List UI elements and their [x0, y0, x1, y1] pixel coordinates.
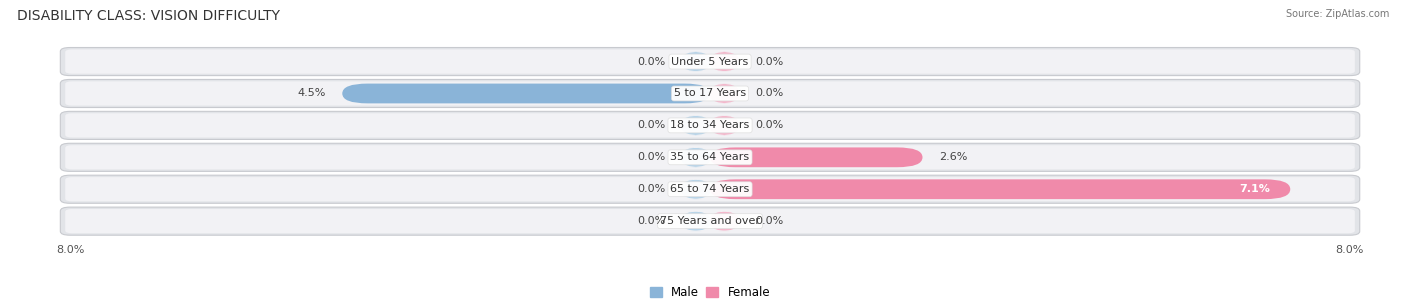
FancyBboxPatch shape [682, 179, 710, 199]
FancyBboxPatch shape [65, 177, 1355, 201]
FancyBboxPatch shape [60, 143, 1360, 171]
FancyBboxPatch shape [342, 84, 710, 103]
FancyBboxPatch shape [710, 211, 738, 231]
Text: 0.0%: 0.0% [637, 57, 665, 67]
Text: 75 Years and over: 75 Years and over [659, 216, 761, 226]
Text: 7.1%: 7.1% [1239, 184, 1270, 194]
FancyBboxPatch shape [710, 116, 738, 135]
Text: Under 5 Years: Under 5 Years [672, 57, 748, 67]
Text: 0.0%: 0.0% [755, 88, 783, 98]
Text: 18 to 34 Years: 18 to 34 Years [671, 120, 749, 130]
Text: 5 to 17 Years: 5 to 17 Years [673, 88, 747, 98]
Text: 8.0%: 8.0% [56, 245, 84, 255]
Text: 0.0%: 0.0% [637, 216, 665, 226]
FancyBboxPatch shape [710, 84, 738, 103]
FancyBboxPatch shape [710, 147, 922, 167]
FancyBboxPatch shape [65, 113, 1355, 137]
Text: 0.0%: 0.0% [637, 120, 665, 130]
Text: 0.0%: 0.0% [755, 216, 783, 226]
FancyBboxPatch shape [682, 211, 710, 231]
FancyBboxPatch shape [710, 179, 1291, 199]
FancyBboxPatch shape [60, 79, 1360, 108]
Text: 65 to 74 Years: 65 to 74 Years [671, 184, 749, 194]
Text: 0.0%: 0.0% [755, 57, 783, 67]
Text: 4.5%: 4.5% [298, 88, 326, 98]
Text: 0.0%: 0.0% [637, 184, 665, 194]
Text: 0.0%: 0.0% [755, 120, 783, 130]
FancyBboxPatch shape [60, 47, 1360, 76]
Text: DISABILITY CLASS: VISION DIFFICULTY: DISABILITY CLASS: VISION DIFFICULTY [17, 9, 280, 23]
FancyBboxPatch shape [60, 175, 1360, 203]
Text: Source: ZipAtlas.com: Source: ZipAtlas.com [1285, 9, 1389, 19]
FancyBboxPatch shape [60, 111, 1360, 140]
FancyBboxPatch shape [65, 209, 1355, 233]
FancyBboxPatch shape [682, 116, 710, 135]
FancyBboxPatch shape [65, 145, 1355, 169]
FancyBboxPatch shape [60, 207, 1360, 235]
Text: 35 to 64 Years: 35 to 64 Years [671, 152, 749, 162]
Text: 8.0%: 8.0% [1336, 245, 1364, 255]
FancyBboxPatch shape [65, 81, 1355, 105]
Text: 0.0%: 0.0% [637, 152, 665, 162]
FancyBboxPatch shape [682, 52, 710, 71]
Legend: Male, Female: Male, Female [645, 282, 775, 304]
FancyBboxPatch shape [710, 52, 738, 71]
FancyBboxPatch shape [682, 147, 710, 167]
FancyBboxPatch shape [65, 50, 1355, 74]
Text: 2.6%: 2.6% [939, 152, 967, 162]
